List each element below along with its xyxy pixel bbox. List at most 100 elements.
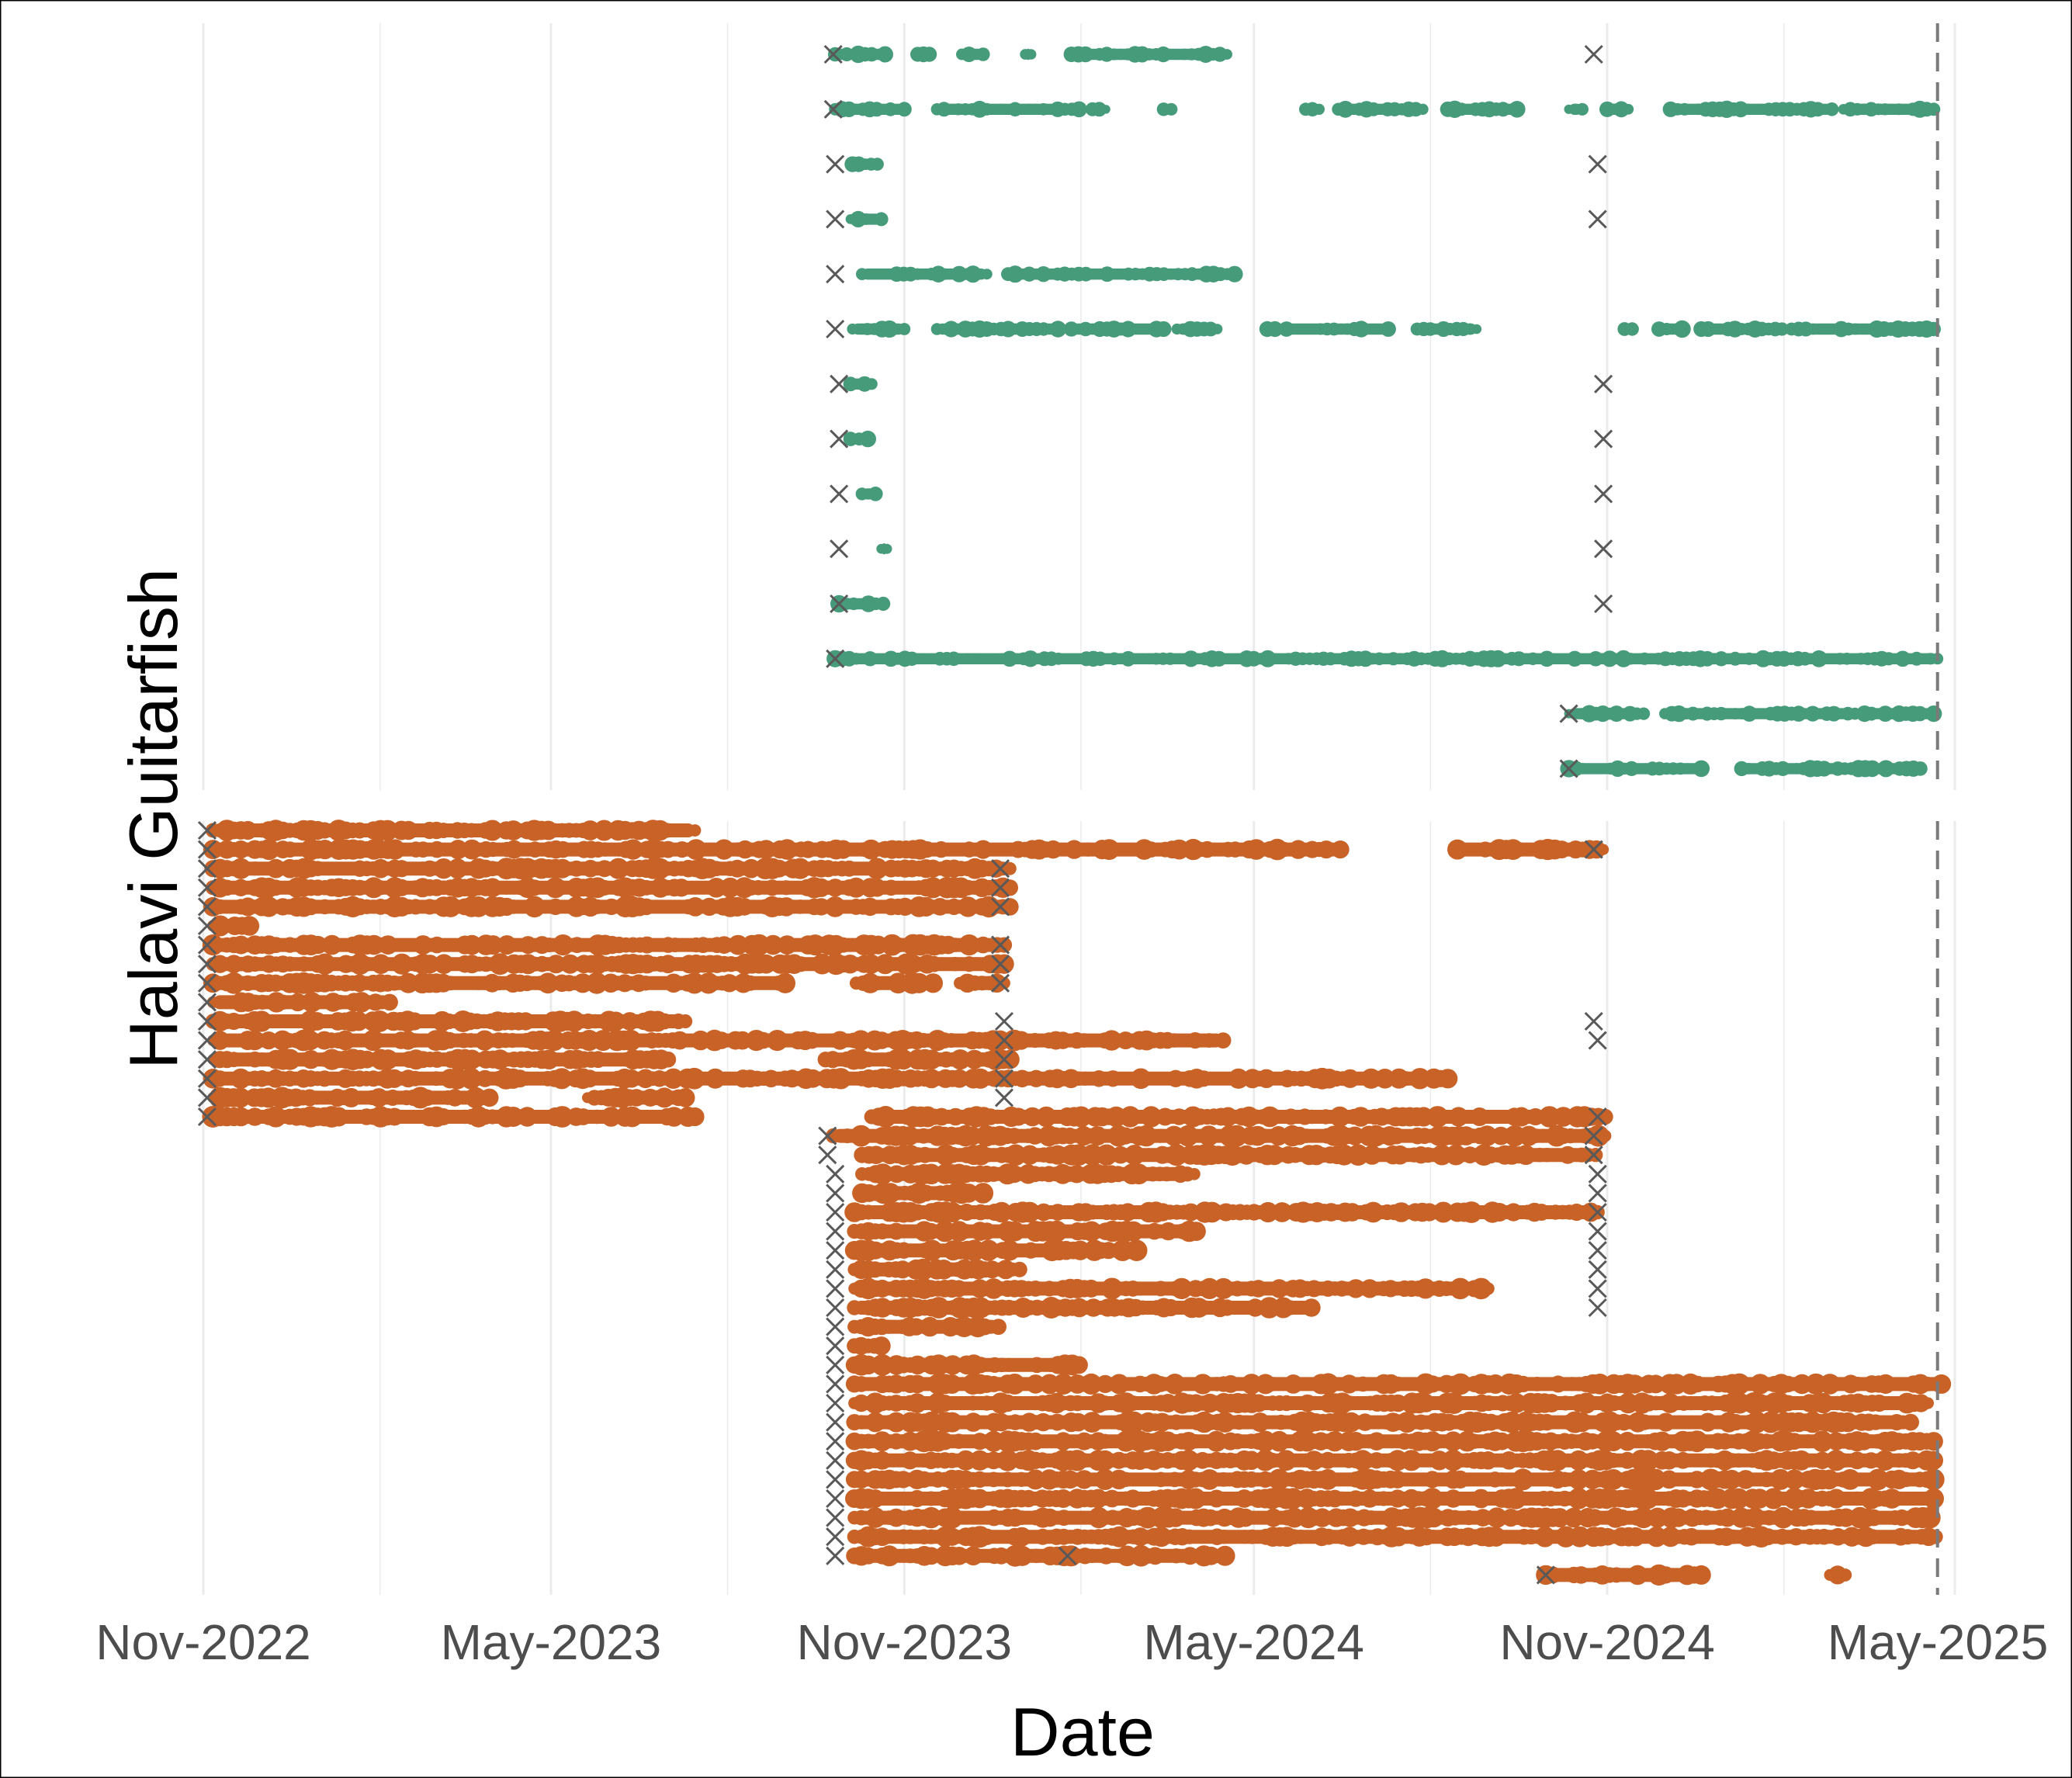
detection-point (859, 430, 877, 448)
tag-marker (994, 1069, 1014, 1088)
detection-row (197, 953, 1014, 976)
detection-row (830, 539, 1613, 559)
release-marker (197, 1050, 217, 1069)
detection-point (1045, 1220, 1068, 1243)
release-marker (826, 1393, 845, 1413)
tag-marker (1588, 1107, 1607, 1127)
detection-point (1156, 321, 1172, 338)
release-marker (826, 1336, 845, 1356)
release-marker (197, 935, 217, 955)
detection-point (1221, 653, 1232, 664)
tag-marker (1584, 840, 1603, 859)
detection-point (1714, 706, 1728, 721)
detection-point (1063, 321, 1079, 337)
detection-point (1909, 651, 1924, 666)
release-marker (197, 878, 217, 897)
tag-marker (1588, 1222, 1607, 1241)
detection-point (1804, 705, 1821, 722)
detection-point (1742, 763, 1755, 775)
tag-marker (994, 1031, 1014, 1050)
detection-point (983, 653, 994, 664)
tag-marker (1584, 1011, 1603, 1031)
detection-point (847, 597, 861, 611)
detection-point (1928, 1529, 1943, 1544)
detection-point (685, 1107, 705, 1127)
detection-point (1918, 1506, 1941, 1529)
detection-row (830, 484, 1613, 504)
release-marker (826, 1355, 845, 1374)
detection-point (1838, 1568, 1852, 1582)
detection-point (1623, 103, 1634, 115)
tag-marker (1588, 1202, 1607, 1222)
tag-marker (1588, 1260, 1607, 1279)
release-marker (826, 154, 845, 174)
detection-row (826, 210, 1607, 229)
detection-point (1548, 653, 1560, 664)
detection-point (1924, 1450, 1943, 1471)
tag-marker (1588, 1031, 1607, 1050)
detection-point (1025, 49, 1037, 60)
detection-point (990, 1319, 1007, 1335)
release-marker (826, 1470, 845, 1489)
release-marker (197, 993, 217, 1012)
detection-row (826, 319, 1941, 339)
detection-point (871, 269, 881, 279)
detection-point (881, 320, 899, 338)
detection-point (1693, 760, 1710, 778)
detection-point (1924, 1432, 1943, 1451)
detection-point (921, 47, 937, 62)
detection-point (1130, 324, 1141, 334)
detection-point (1608, 705, 1625, 723)
detection-point (1110, 269, 1119, 279)
detection-point (860, 213, 872, 225)
release-marker (1559, 704, 1578, 723)
release-marker (197, 859, 217, 879)
detection-point (1922, 1468, 1945, 1491)
x-tick-label: Nov-2023 (797, 1614, 1013, 1670)
detection-row (197, 915, 260, 937)
detection-point (1556, 653, 1566, 664)
detection-row (826, 1353, 1088, 1376)
detection-point (883, 102, 898, 116)
detection-point (1925, 705, 1942, 723)
release-marker (826, 319, 845, 339)
release-marker (197, 955, 217, 974)
detection-row (197, 934, 1013, 956)
detection-point (1294, 324, 1305, 334)
detection-point (847, 323, 858, 335)
detection-row (823, 44, 1603, 64)
x-tick-label: Nov-2024 (1499, 1614, 1715, 1670)
tag-marker (1584, 1145, 1603, 1165)
release-marker (826, 1527, 845, 1547)
detection-point (1841, 653, 1853, 665)
detection-point (1625, 322, 1639, 336)
detection-point (995, 103, 1007, 115)
detection-point (1213, 1277, 1235, 1299)
detection-point (1171, 1277, 1193, 1300)
detection-point (1921, 1397, 1934, 1409)
x-tick-label: Nov-2022 (95, 1614, 311, 1670)
detection-point (1810, 650, 1828, 667)
detection-point (869, 102, 885, 117)
detection-point (1214, 1545, 1235, 1566)
detection-point (946, 651, 962, 667)
release-marker (1536, 1565, 1555, 1585)
detection-point (1509, 101, 1526, 118)
detection-point (1269, 653, 1280, 665)
detection-point (856, 268, 868, 281)
detection-point (976, 47, 990, 61)
tag-marker (1588, 1279, 1607, 1298)
release-marker (826, 1184, 845, 1203)
detection-row (826, 1506, 1941, 1529)
detection-point (1824, 102, 1839, 116)
detection-point (1882, 652, 1896, 666)
release-marker (826, 1508, 845, 1527)
detection-point (1932, 1374, 1952, 1394)
y-axis-title: Halavi Guitarfish (115, 568, 192, 1069)
detection-point (1673, 320, 1691, 338)
release-marker (826, 1222, 845, 1241)
detection-point (972, 1183, 994, 1204)
detection-row (823, 99, 1941, 119)
x-tick-label: May-2024 (1143, 1614, 1364, 1670)
detection-row (826, 1526, 1943, 1548)
